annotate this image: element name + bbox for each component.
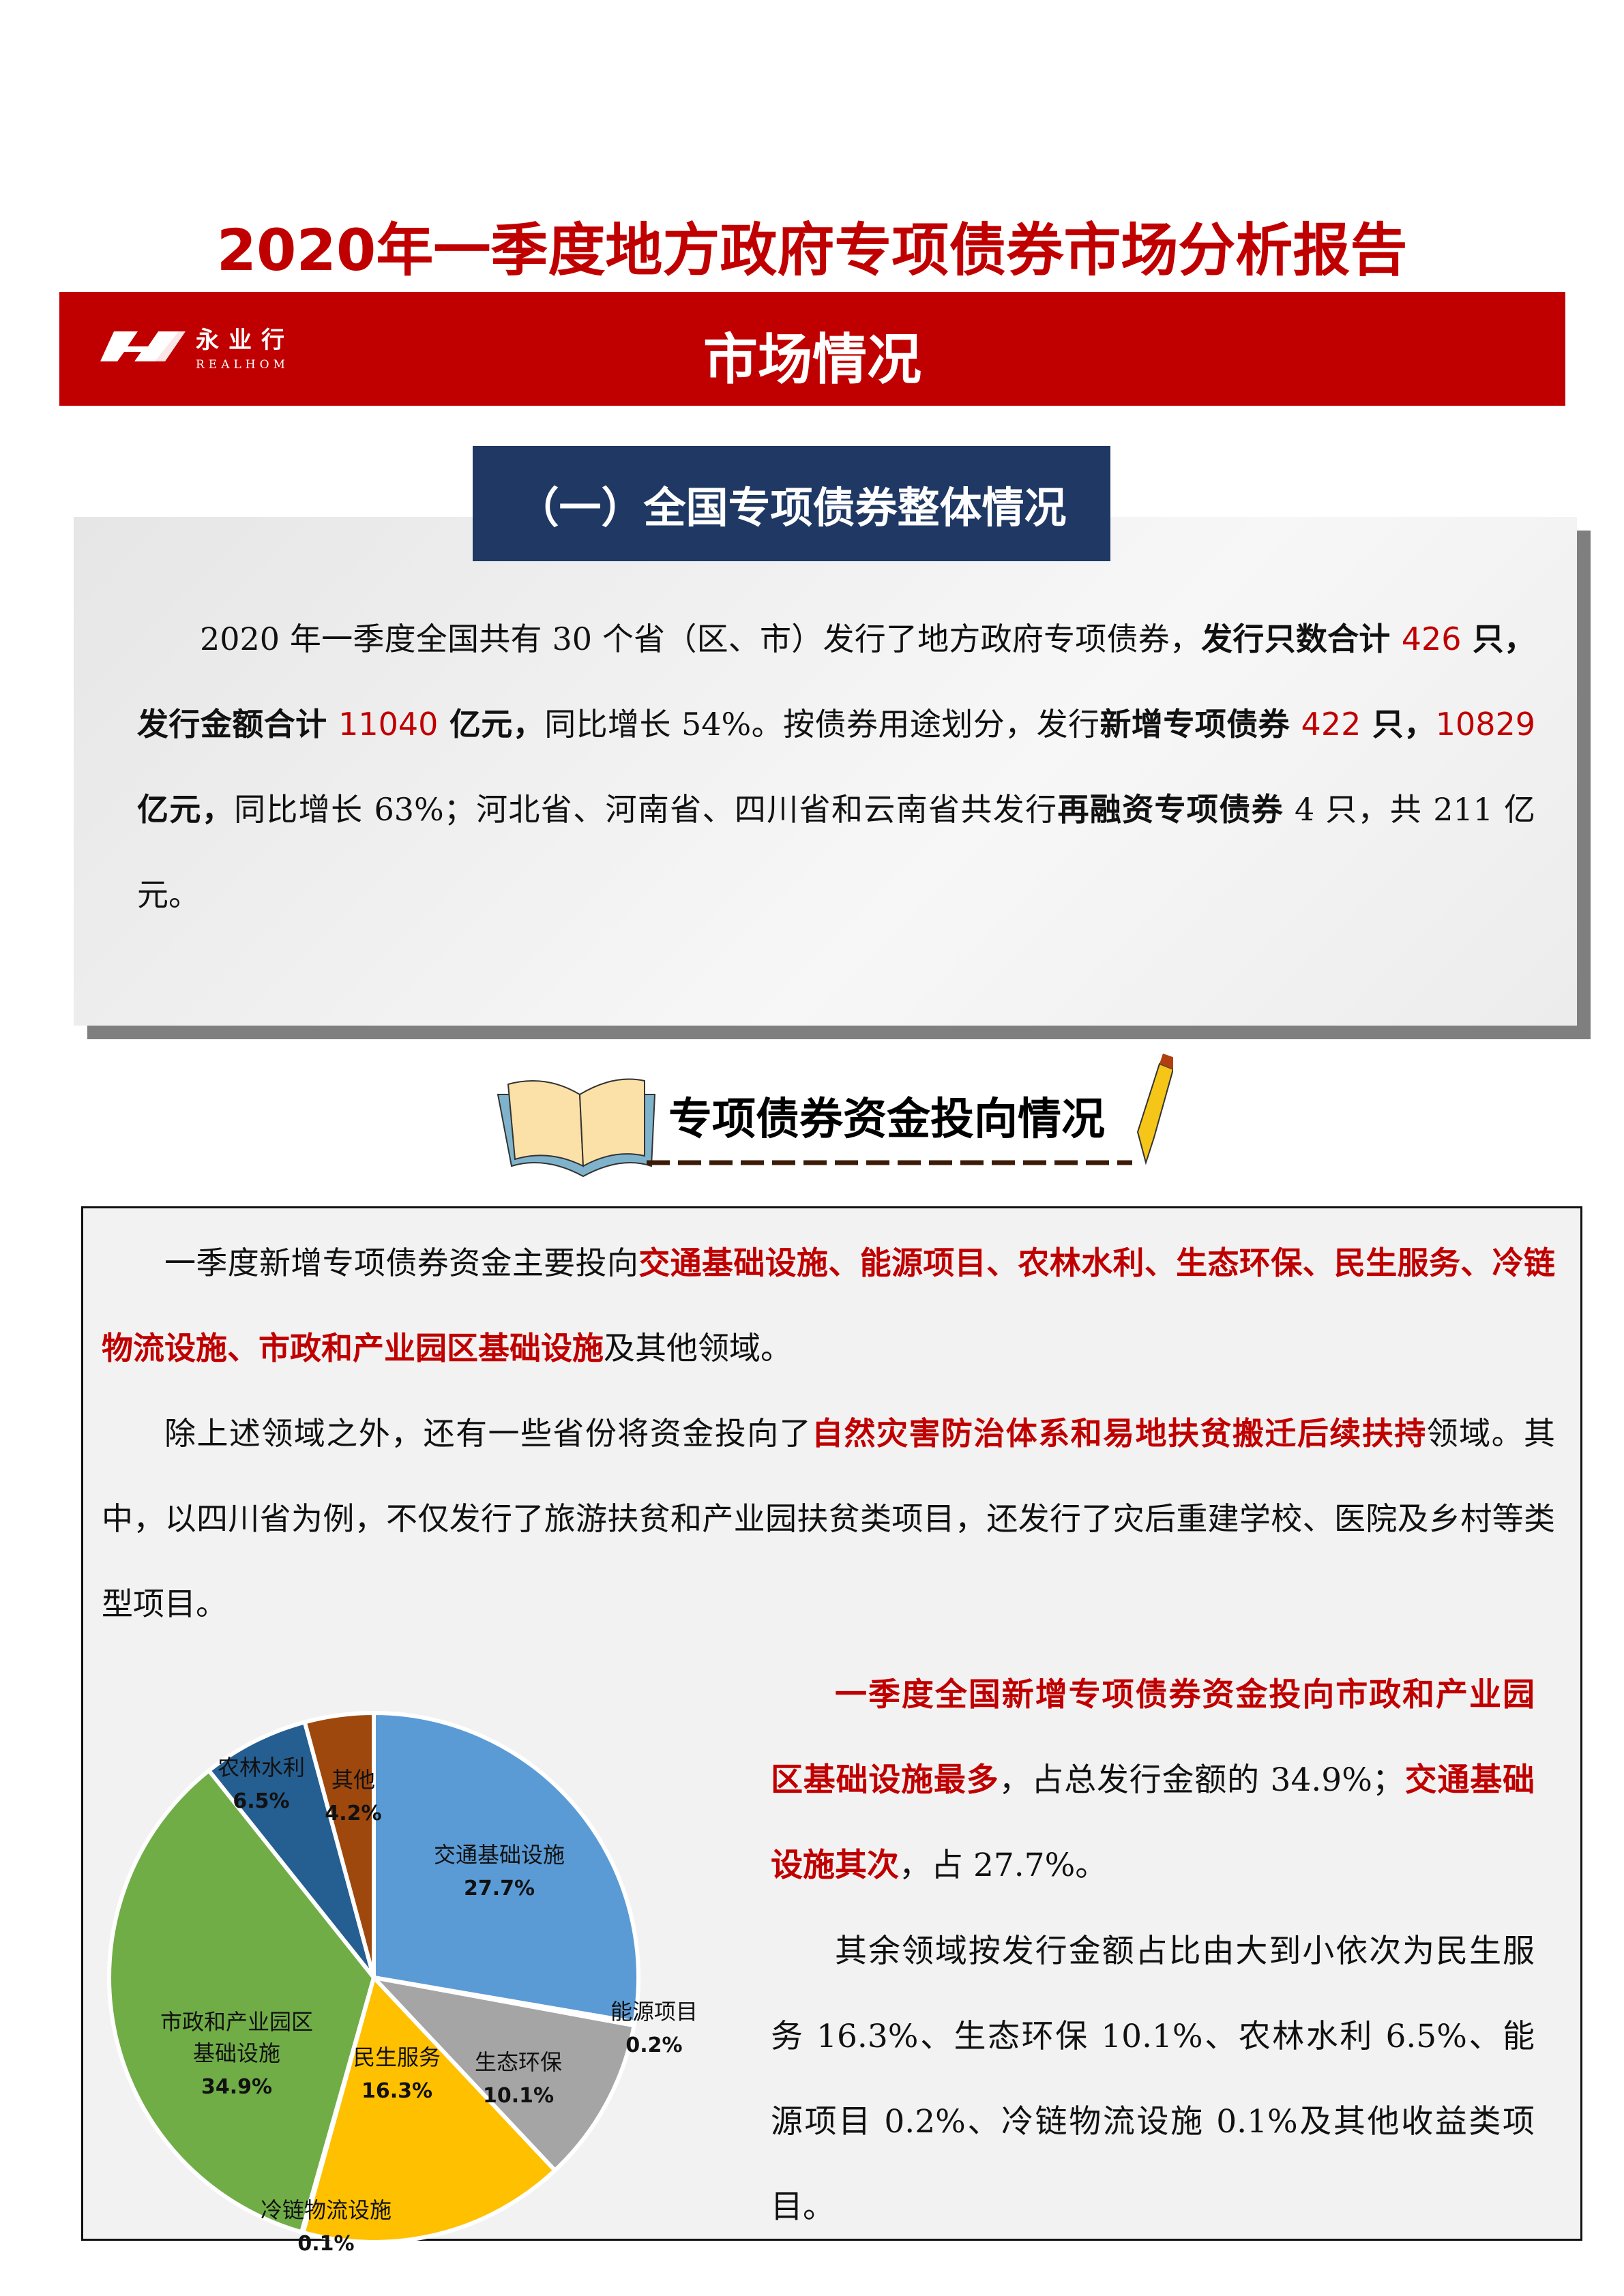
text-run: 亿元， — [137, 791, 235, 828]
pie-value-label: 0.2% — [625, 2033, 682, 2057]
logo-mark-icon: 永业行 REALHOM — [100, 327, 294, 372]
text-run: ，占 27.7%。 — [899, 1847, 1108, 1884]
text-run: 其余领域按发行金额占比由大到小依次为民生服务 16.3%、生态环保 10.1%、… — [771, 1933, 1535, 2226]
pie-label: 其他 — [331, 1767, 375, 1793]
text-run: 除上述领域之外，还有一些省份将资金投向了 — [164, 1415, 812, 1452]
investment-paragraph-2: 除上述领域之外，还有一些省份将资金投向了自然灾害防治体系和易地扶贫搬迁后续扶持领… — [102, 1391, 1555, 1647]
report-title: 2020年一季度地方政府专项债券市场分析报告 — [216, 217, 1408, 284]
pie-slice — [300, 1973, 558, 2244]
text-run: 同比增长 63%；河北省、河南省、四川省和云南省共发行 — [234, 791, 1058, 828]
text-run: 同比增长 54%。按债券用途划分，发行 — [544, 706, 1100, 743]
text-run: 交通基础设施、能源项目、农林水利、生态环保、民生服务、冷链物流设施、市政和产业园… — [102, 1244, 1556, 1367]
pie-value-label: 4.2% — [325, 1802, 381, 1825]
pie-slice — [107, 1768, 377, 2235]
pie-value-label: 10.1% — [483, 2084, 554, 2108]
svg-text:永业行: 永业行 — [196, 327, 294, 354]
text-run: 一季度新增专项债券资金主要投向 — [164, 1244, 639, 1281]
text-run: 一季度全国新增专项债券资金投向市政和产业园区基础设施最多 — [771, 1676, 1535, 1799]
section-heading: （一）全国专项债券整体情况 — [473, 446, 1110, 561]
section-banner: 永业行 REALHOM 市场情况 — [59, 292, 1565, 406]
pie-label: 能源项目 — [610, 1999, 698, 2025]
text-run: 2020 年一季度全国共有 30 个省（区、市）发行了地方政府专项债券， — [200, 621, 1202, 657]
text-run: 新增专项债券 — [1099, 706, 1301, 743]
pie-value-label: 27.7% — [464, 1877, 535, 1900]
pie-label: 生态环保 — [475, 2049, 562, 2075]
pie-label: 市政和产业园区 — [160, 2009, 313, 2035]
pie-slice — [372, 1710, 640, 2025]
text-run: 再融资专项债券 — [1057, 791, 1284, 828]
text-run: 422 — [1301, 706, 1361, 743]
open-book-icon — [497, 1078, 656, 1178]
pie-label: 民生服务 — [353, 2044, 441, 2070]
text-run: 领域。其中，以四川省为例，不仅发行了旅游扶贫和产业园扶贫类项目，还发行了灾后重建… — [102, 1415, 1556, 1622]
text-run: 11040 — [338, 706, 439, 743]
text-run: 426 — [1401, 621, 1462, 657]
overview-panel — [74, 517, 1577, 1026]
overview-paragraph: 2020 年一季度全国共有 30 个省（区、市）发行了地方政府专项债券，发行只数… — [137, 597, 1535, 938]
text-run: 4 只，共 211 亿元。 — [137, 791, 1536, 913]
text-run: 自然灾害防治体系和易地扶贫搬迁后续扶持 — [812, 1415, 1427, 1452]
section-heading-funds: 专项债券资金投向情况 — [668, 1094, 1105, 1145]
pie-slice — [368, 1974, 637, 2174]
investment-paragraph-4: 其余领域按发行金额占比由大到小依次为民生服务 16.3%、生态环保 10.1%、… — [771, 1909, 1535, 2250]
pie-value-label: 0.1% — [297, 2232, 354, 2256]
text-run: 亿元， — [438, 706, 545, 743]
pie-value-label: 34.9% — [201, 2075, 272, 2099]
text-run: 只， — [1361, 706, 1436, 743]
svg-text:REALHOM: REALHOM — [196, 358, 289, 372]
text-run: 交通基础设施其次 — [771, 1761, 1535, 1884]
pie-label: 农林水利 — [218, 1755, 305, 1780]
text-run: ，占总发行金额的 34.9%； — [999, 1761, 1404, 1799]
pencil-underline-icon — [647, 1054, 1173, 1165]
pie-label: 基础设施 — [193, 2040, 280, 2066]
pie-value-label: 16.3% — [361, 2079, 432, 2103]
pie-label: 交通基础设施 — [434, 1842, 565, 1868]
pie-slice — [206, 1719, 376, 1979]
realhom-logo: 永业行 REALHOM — [100, 319, 373, 374]
text-run: 发行只数合计 — [1201, 621, 1402, 657]
pie-value-label: 6.5% — [233, 1789, 289, 1813]
banner-title: 市场情况 — [703, 328, 921, 391]
pie-slice — [302, 1710, 376, 1978]
text-run: 及其他领域。 — [604, 1330, 792, 1367]
investment-paragraph-3: 一季度全国新增专项债券资金投向市政和产业园区基础设施最多，占总发行金额的 34.… — [771, 1652, 1535, 1908]
pie-label: 冷链物流设施 — [261, 2197, 392, 2223]
investment-paragraph-1: 一季度新增专项债券资金主要投向交通基础设施、能源项目、农林水利、生态环保、民生服… — [102, 1221, 1555, 1391]
text-run: 10829 — [1435, 706, 1536, 743]
text-run: 只，发行金额合计 — [137, 621, 1536, 743]
